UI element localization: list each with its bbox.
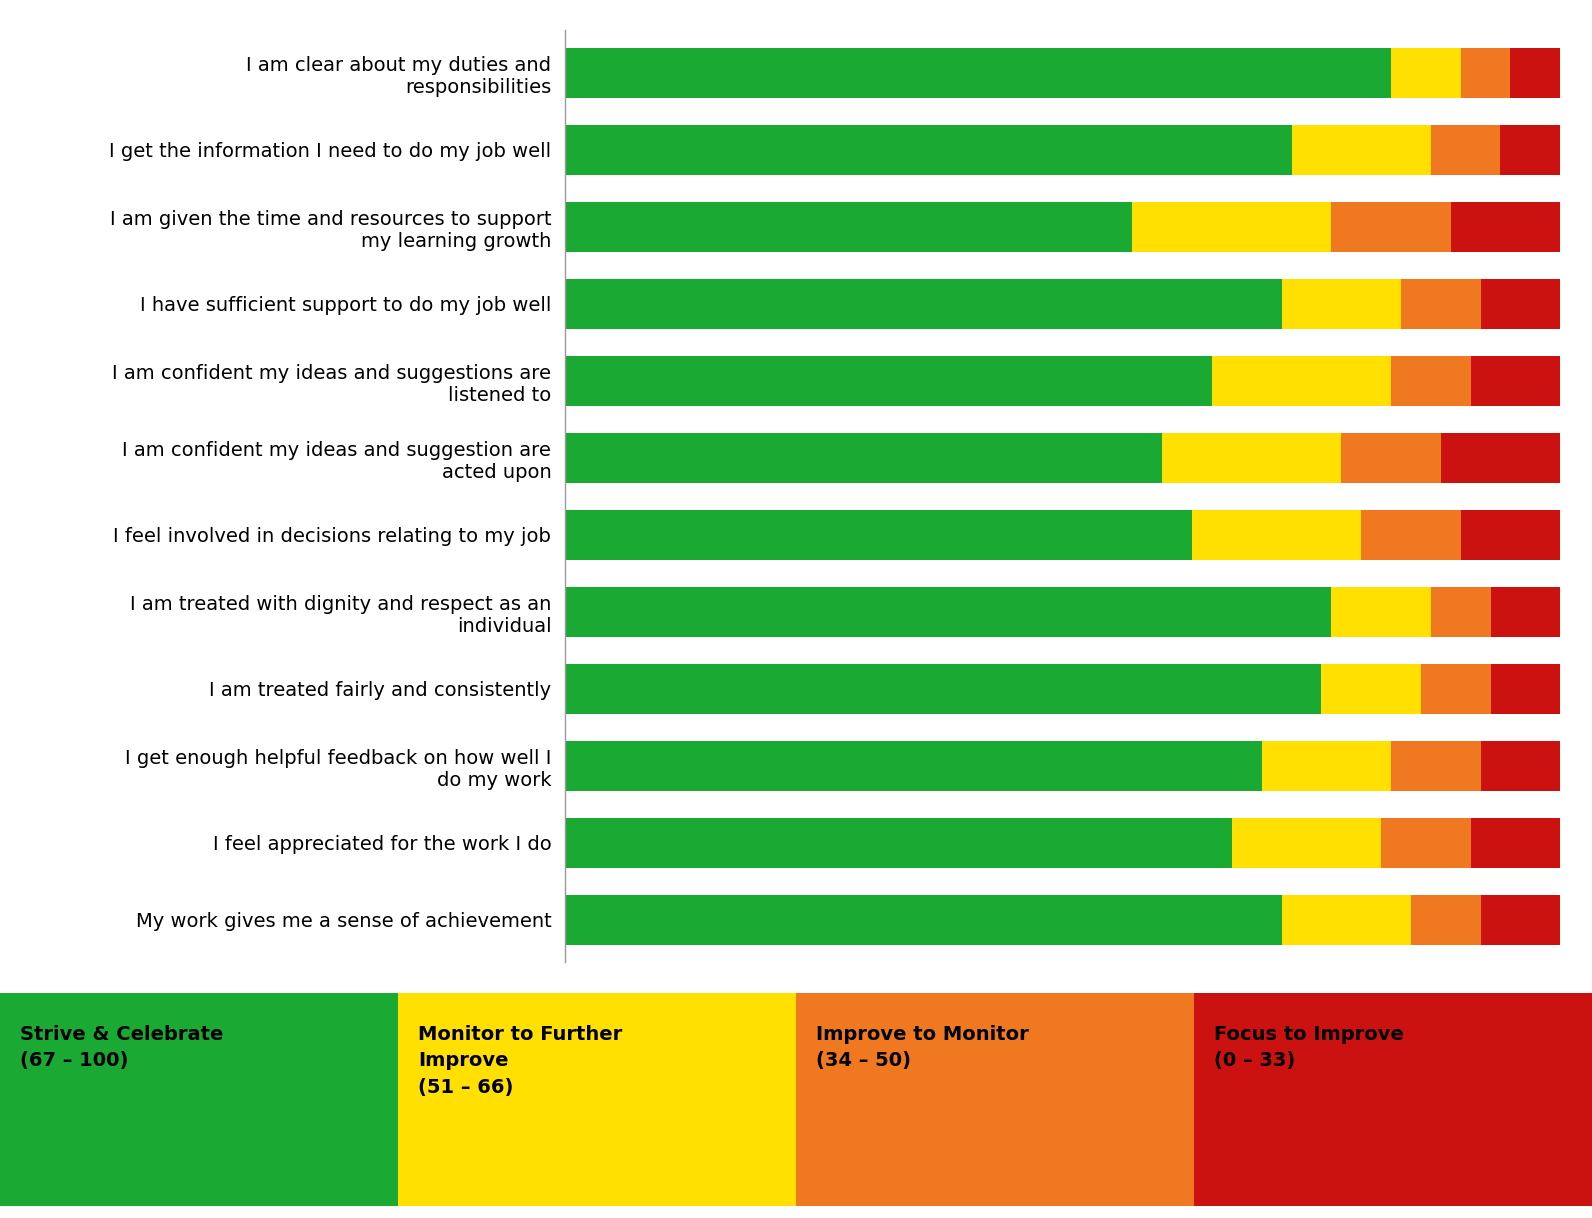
Bar <box>1431 124 1500 175</box>
Bar <box>1431 587 1490 637</box>
Bar <box>565 124 1291 175</box>
Bar <box>1511 48 1560 97</box>
Bar <box>1282 279 1401 329</box>
Bar <box>1441 432 1560 482</box>
Bar <box>1282 895 1411 945</box>
Bar <box>1481 279 1560 329</box>
Bar <box>1291 124 1431 175</box>
Bar <box>1490 664 1560 714</box>
Bar <box>565 48 1391 97</box>
Bar <box>1422 664 1490 714</box>
Bar <box>565 432 1162 482</box>
Bar <box>1471 356 1560 406</box>
Bar <box>1490 587 1560 637</box>
Text: Monitor to Further
Improve
(51 – 66): Monitor to Further Improve (51 – 66) <box>417 1024 622 1096</box>
Bar <box>565 741 1262 790</box>
Text: Focus to Improve
(0 – 33): Focus to Improve (0 – 33) <box>1215 1024 1404 1071</box>
Bar <box>1461 510 1560 560</box>
Bar <box>1162 432 1342 482</box>
Bar <box>1192 510 1361 560</box>
Bar <box>1380 817 1471 868</box>
Bar <box>1331 587 1431 637</box>
Bar <box>565 279 1282 329</box>
Bar <box>565 895 1282 945</box>
Bar <box>565 587 1331 637</box>
Bar <box>1391 356 1471 406</box>
Bar <box>1361 510 1461 560</box>
Bar <box>1321 664 1422 714</box>
Bar <box>1232 817 1380 868</box>
Text: Strive & Celebrate
(67 – 100): Strive & Celebrate (67 – 100) <box>19 1024 223 1071</box>
Bar <box>1212 356 1391 406</box>
Bar <box>1391 741 1481 790</box>
Bar <box>1401 279 1481 329</box>
Text: Improve to Monitor
(34 – 50): Improve to Monitor (34 – 50) <box>815 1024 1028 1071</box>
Bar <box>1411 895 1481 945</box>
Bar <box>1450 202 1560 252</box>
Bar <box>565 356 1212 406</box>
Bar <box>565 202 1132 252</box>
Bar <box>565 817 1232 868</box>
Bar <box>1471 817 1560 868</box>
Bar <box>1331 202 1450 252</box>
Bar <box>1481 741 1560 790</box>
Bar <box>1391 48 1461 97</box>
Bar <box>565 510 1192 560</box>
Bar <box>1342 432 1441 482</box>
Bar <box>1500 124 1560 175</box>
Bar <box>1132 202 1331 252</box>
Bar <box>1481 895 1560 945</box>
Bar <box>1461 48 1511 97</box>
Bar <box>1262 741 1391 790</box>
Bar <box>565 664 1321 714</box>
